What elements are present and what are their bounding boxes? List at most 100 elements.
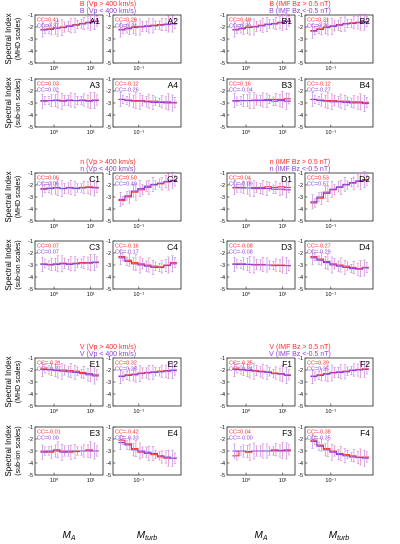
x-tick-label: 10¹ xyxy=(279,130,287,136)
y-tick-label: -2 xyxy=(106,89,111,95)
y-tick-label: -5 xyxy=(28,219,33,225)
y-tick-label: -1 xyxy=(298,239,303,245)
y-tick-label: -2 xyxy=(106,183,111,189)
cc-purple-label: CC=0.07 xyxy=(37,250,59,256)
series-line xyxy=(232,368,291,376)
y-tick-label: -2 xyxy=(220,437,225,443)
y-tick-label: -1 xyxy=(106,239,111,245)
y-tick-label: -4 xyxy=(28,113,33,119)
x-tick-label: 10⁻¹ xyxy=(133,130,144,136)
y-tick-label: -3 xyxy=(220,380,225,386)
y-tick-label: -2 xyxy=(106,437,111,443)
panel-id-label: C2 xyxy=(167,174,178,184)
y-tick-label: -1 xyxy=(220,171,225,177)
y-tick-label: -4 xyxy=(106,113,111,119)
x-tick-label: 10⁰ xyxy=(50,65,59,72)
y-tick-label: -2 xyxy=(106,25,111,31)
cc-purple-label: CC=-0.26 xyxy=(115,88,139,94)
x-tick-label: 10⁻¹ xyxy=(325,66,336,72)
cc-red-label: CC=0.06 xyxy=(37,176,59,182)
y-tick-label: -3 xyxy=(106,380,111,386)
y-tick-label: -1 xyxy=(28,77,33,83)
x-tick-label: 10⁻¹ xyxy=(133,292,144,298)
cc-red-label: CC=-0.38 xyxy=(307,430,331,436)
y-tick-label: -2 xyxy=(220,89,225,95)
y-tick-label: -2 xyxy=(220,368,225,374)
y-tick-label: -3 xyxy=(220,195,225,201)
y-tick-label: -2 xyxy=(220,251,225,257)
cc-red-label: CC=0.39 xyxy=(307,361,329,367)
y-tick-label: -1 xyxy=(220,13,225,19)
x-tick-label: 10⁻¹ xyxy=(133,478,144,484)
x-tick-label: 10⁰ xyxy=(50,477,59,484)
cc-red-label: CC=0.31 xyxy=(307,18,329,24)
legend-purple-label: n (IMF Bz <-0.5 nT) xyxy=(270,166,331,173)
cc-purple-label: CC=-0.17 xyxy=(115,250,139,256)
x-tick-label: 10¹ xyxy=(87,409,95,415)
panel-id-label: A2 xyxy=(168,16,179,26)
panel-id-label: F4 xyxy=(360,428,370,438)
series-line xyxy=(310,257,369,270)
series-line xyxy=(40,20,99,30)
y-tick-label: -1 xyxy=(28,13,33,19)
cc-red-label: CC=0.41 xyxy=(37,18,59,24)
series-line xyxy=(118,370,177,378)
y-tick-label: -1 xyxy=(106,13,111,19)
y-tick-label: -1 xyxy=(28,425,33,431)
panel-id-label: D2 xyxy=(359,174,370,184)
y-tick-label: -3 xyxy=(106,263,111,269)
x-tick-label: 10⁰ xyxy=(50,223,59,230)
legend-red-label: V (Vp > 400 km/s) xyxy=(80,344,136,351)
y-tick-label: -3 xyxy=(298,195,303,201)
y-tick-label: -5 xyxy=(220,125,225,131)
x-tick-label: 10¹ xyxy=(279,224,287,230)
y-tick-label: -3 xyxy=(298,449,303,455)
y-tick-label: -2 xyxy=(28,183,33,189)
panel-id-label: D4 xyxy=(359,242,370,252)
x-tick-label: 10¹ xyxy=(87,292,95,298)
y-tick-label: -5 xyxy=(28,287,33,293)
x-tick-label: 10⁰ xyxy=(242,477,251,484)
y-axis-label-scale: (MHD scales) xyxy=(15,176,22,218)
y-tick-label: -4 xyxy=(106,207,111,213)
y-tick-label: -1 xyxy=(220,239,225,245)
series-line xyxy=(232,186,291,191)
y-tick-label: -5 xyxy=(106,61,111,67)
cc-purple-label: CC=-0.00 xyxy=(229,436,253,442)
y-tick-label: -2 xyxy=(298,89,303,95)
x-tick-label: 10⁰ xyxy=(242,408,251,415)
y-tick-label: -2 xyxy=(106,251,111,257)
panel-id-label: C4 xyxy=(167,242,178,252)
y-tick-label: -4 xyxy=(298,392,303,398)
x-tick-label: 10⁻¹ xyxy=(133,224,144,230)
y-tick-label: -2 xyxy=(28,25,33,31)
cc-purple-label: CC=0.28 xyxy=(115,367,137,373)
cc-red-label: CC=0.16 xyxy=(229,82,251,88)
cc-purple-label: CC=0.57 xyxy=(307,182,329,188)
y-tick-label: -3 xyxy=(298,101,303,107)
x-axis-label-ma: MA xyxy=(254,530,267,542)
x-tick-label: 10⁰ xyxy=(242,223,251,230)
x-tick-label: 10⁻¹ xyxy=(133,66,144,72)
y-tick-label: -5 xyxy=(220,61,225,67)
cc-red-label: CC=-0.01 xyxy=(37,430,61,436)
y-tick-label: -5 xyxy=(28,61,33,67)
series-line xyxy=(310,368,369,377)
x-tick-label: 10¹ xyxy=(279,66,287,72)
y-tick-label: -4 xyxy=(106,49,111,55)
cc-red-label: CC=-0.12 xyxy=(115,82,139,88)
cc-purple-label: CC=-0.33 xyxy=(115,436,139,442)
series-line xyxy=(118,23,177,31)
y-tick-label: -3 xyxy=(28,449,33,455)
y-axis-label-scale: (sub-ion scales) xyxy=(15,240,22,289)
y-tick-label: -5 xyxy=(220,404,225,410)
y-tick-label: -5 xyxy=(298,125,303,131)
cc-purple-label: CC=0.24 xyxy=(115,24,137,30)
y-tick-label: -5 xyxy=(298,404,303,410)
series-line xyxy=(40,368,99,377)
